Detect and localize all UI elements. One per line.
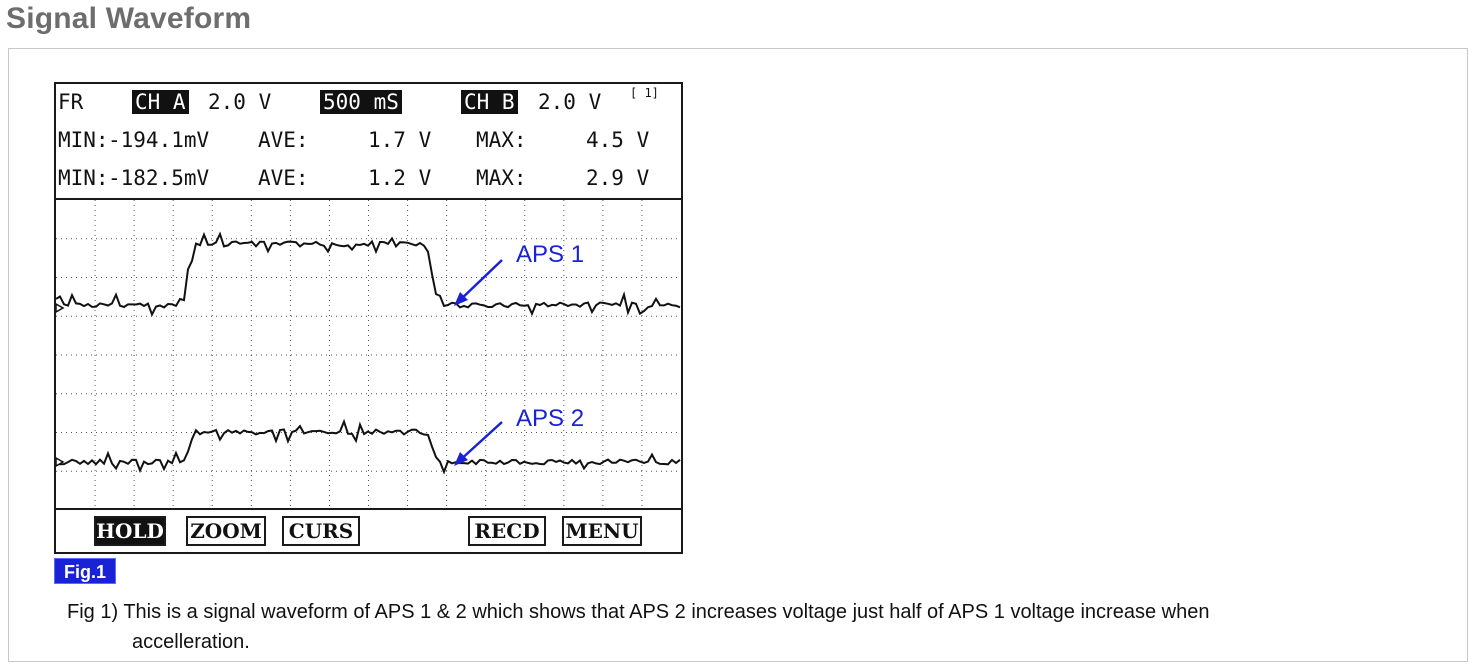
ch-a-min-value: -194.1mV	[108, 128, 210, 152]
page-indicator: [ 1]	[630, 86, 659, 100]
ch-b-marker-icon	[56, 457, 65, 467]
aps1-arrow	[457, 259, 503, 303]
record-button[interactable]: RECD	[468, 516, 546, 546]
channel-b-scale: 2.0 V	[538, 90, 602, 114]
waveform-screen: APS 1 APS 2	[56, 200, 681, 510]
ch-a-min-label: MIN:	[58, 128, 109, 152]
aps2-trace	[56, 418, 681, 475]
aps2-arrow	[457, 421, 503, 463]
channel-b-label: CH B	[461, 90, 518, 114]
channel-a-label: CH A	[132, 90, 189, 114]
figure-caption-line-1: Fig 1) This is a signal waveform of APS …	[67, 601, 1210, 623]
waveform-plot: APS 1 APS 2	[56, 200, 681, 510]
cursor-button[interactable]: CURS	[282, 516, 360, 546]
ch-a-max-value: 4.5 V	[586, 128, 650, 152]
ch-a-ave-label: AVE:	[258, 128, 309, 152]
graticule-grid	[56, 200, 681, 510]
aps1-label: APS 1	[516, 241, 584, 268]
zoom-button[interactable]: ZOOM	[186, 516, 266, 546]
ch-a-marker-icon	[56, 303, 65, 313]
page-title: Signal Waveform	[6, 2, 252, 35]
figure-caption-line-2: accelleration.	[132, 631, 250, 653]
ch-a-ave-value: 1.7 V	[368, 128, 432, 152]
ch-b-ave-label: AVE:	[258, 166, 309, 190]
ch-b-ave-value: 1.2 V	[368, 166, 432, 190]
header-divider	[56, 198, 681, 200]
aps1-trace	[56, 231, 681, 318]
figure-badge: Fig.1	[54, 558, 116, 584]
mode-indicator: FR	[58, 90, 84, 114]
ch-b-min-value: -182.5mV	[108, 166, 210, 190]
aps2-label: APS 2	[516, 405, 584, 432]
scope-header-row: FR CH A 2.0 V 500 mS CH B 2.0 V [ 1]	[56, 84, 681, 122]
timebase-value: 500 mS	[320, 90, 402, 114]
menu-button[interactable]: MENU	[562, 516, 642, 546]
ch-b-min-label: MIN:	[58, 166, 109, 190]
hold-button[interactable]: HOLD	[94, 516, 166, 546]
ch-a-max-label: MAX:	[476, 128, 527, 152]
channel-a-stats-row: MIN: -194.1mV AVE: 1.7 V MAX: 4.5 V	[56, 122, 681, 160]
aps2-arrowhead-icon	[454, 452, 468, 466]
softkey-bar: HOLD ZOOM CURS RECD MENU	[56, 510, 681, 552]
ch-b-max-value: 2.9 V	[586, 166, 650, 190]
channel-a-scale: 2.0 V	[208, 90, 272, 114]
channel-b-stats-row: MIN: -182.5mV AVE: 1.2 V MAX: 2.9 V	[56, 160, 681, 198]
softkey-divider	[56, 508, 681, 510]
aps1-arrowhead-icon	[454, 292, 468, 306]
oscilloscope-display: FR CH A 2.0 V 500 mS CH B 2.0 V [ 1] MIN…	[54, 82, 683, 554]
content-frame	[8, 48, 1468, 662]
ch-b-max-label: MAX:	[476, 166, 527, 190]
